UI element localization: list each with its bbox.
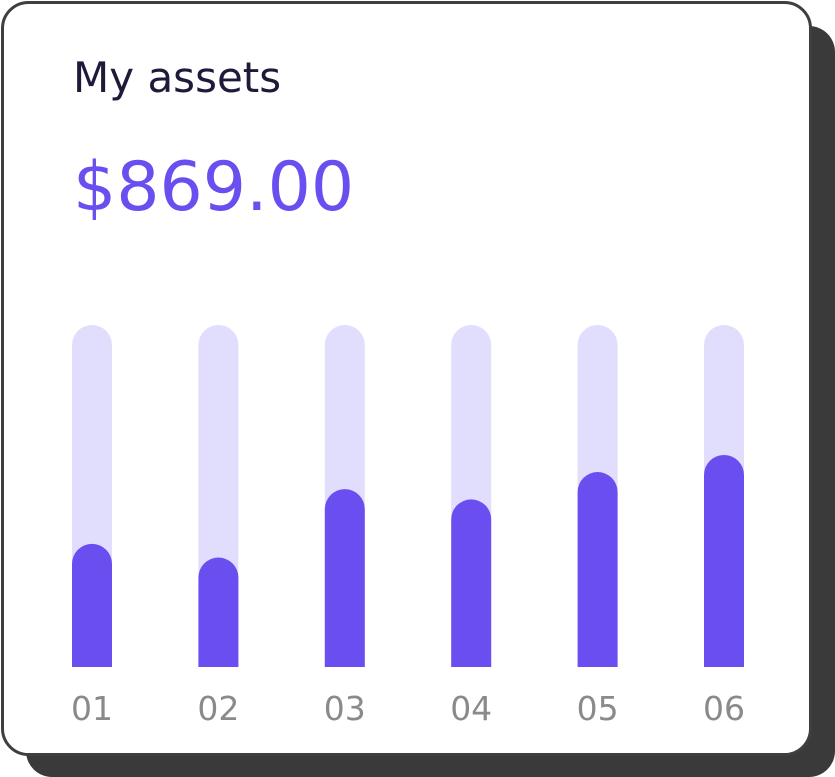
bar xyxy=(324,489,365,667)
x-tick-label: 02 xyxy=(197,689,239,728)
x-tick-label: 03 xyxy=(324,689,366,728)
x-tick-label: 06 xyxy=(703,689,745,728)
bar xyxy=(72,543,112,667)
bar xyxy=(198,557,239,667)
x-tick-label: 05 xyxy=(577,689,619,728)
bar xyxy=(704,454,744,667)
x-tick-label: 01 xyxy=(71,689,113,728)
card xyxy=(1,1,812,756)
total-amount: $869.00 xyxy=(73,148,354,227)
bar xyxy=(577,472,618,667)
bar xyxy=(451,499,492,667)
card-title: My assets xyxy=(73,53,281,102)
x-tick-label: 04 xyxy=(450,689,492,728)
